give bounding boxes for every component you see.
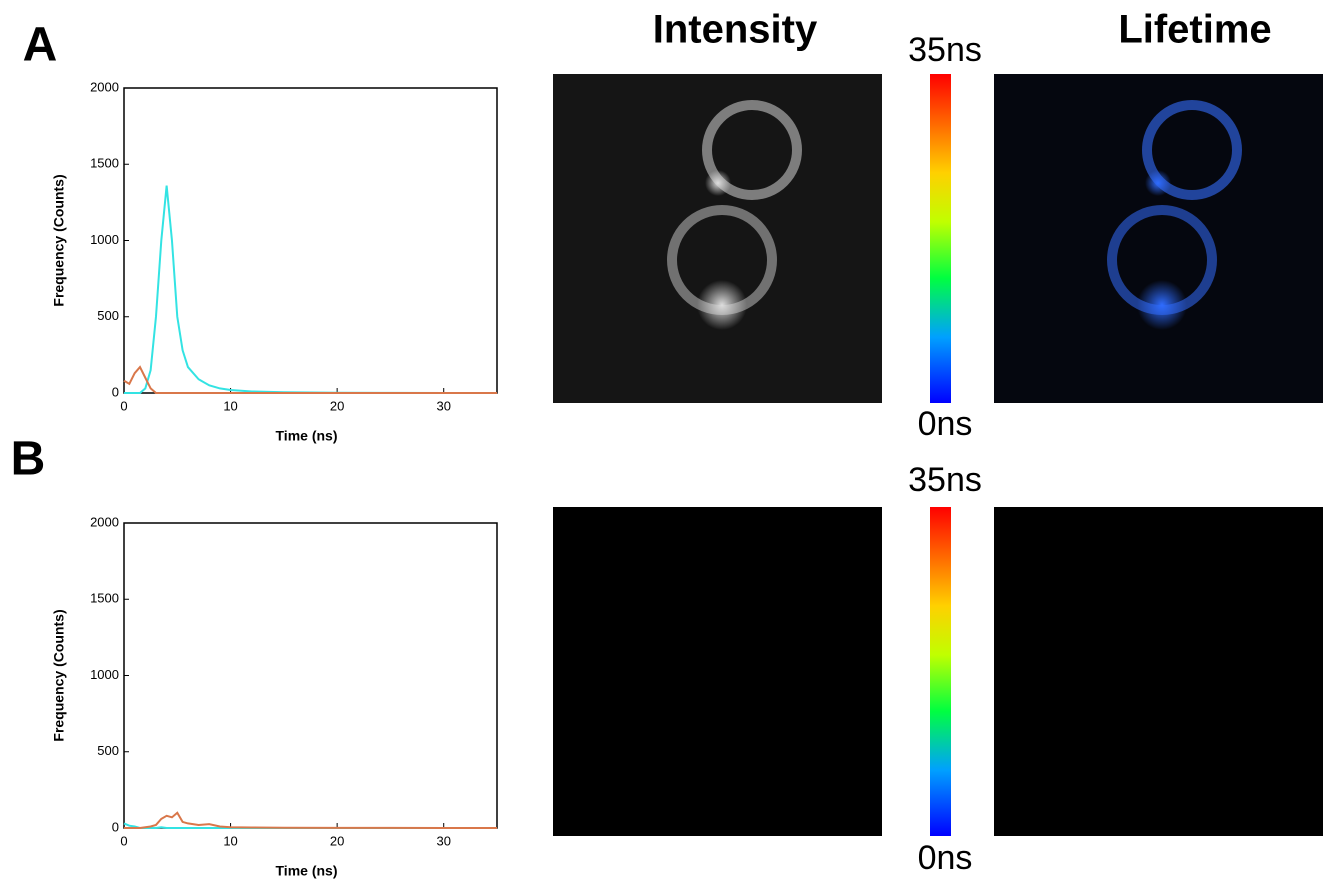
column-title: Lifetime bbox=[1118, 8, 1271, 52]
colorbar-min: 0ns bbox=[918, 405, 973, 443]
y-axis-label: Frequency (Counts) bbox=[51, 174, 67, 306]
y-tick-label: 2000 bbox=[90, 79, 119, 94]
y-tick-label: 1500 bbox=[90, 591, 119, 606]
y-tick-label: 1000 bbox=[90, 667, 119, 682]
x-tick-label: 0 bbox=[120, 833, 127, 848]
x-tick-label: 20 bbox=[330, 833, 344, 848]
colorbar bbox=[930, 74, 951, 403]
y-tick-label: 2000 bbox=[90, 514, 119, 529]
intensity-image bbox=[553, 507, 882, 836]
lifetime-image bbox=[994, 507, 1323, 836]
cell-lifetime bbox=[1107, 100, 1242, 330]
cell-intensity bbox=[667, 100, 802, 330]
colorbar-max: 35ns bbox=[908, 461, 982, 499]
y-tick-label: 0 bbox=[112, 384, 119, 399]
data-line bbox=[124, 811, 497, 829]
y-tick-label: 0 bbox=[112, 819, 119, 834]
data-line bbox=[123, 365, 497, 394]
x-tick-label: 20 bbox=[330, 398, 344, 413]
y-tick-label: 1500 bbox=[90, 156, 119, 171]
panel-label: B bbox=[11, 433, 46, 486]
colorbar-min: 0ns bbox=[918, 839, 973, 877]
x-tick-label: 10 bbox=[223, 833, 237, 848]
panel-label: A bbox=[23, 19, 58, 72]
plot-frame bbox=[123, 522, 498, 829]
y-tick-label: 500 bbox=[97, 743, 119, 758]
x-tick-label: 30 bbox=[436, 398, 450, 413]
x-tick-label: 30 bbox=[436, 833, 450, 848]
y-axis-label: Frequency (Counts) bbox=[51, 609, 67, 741]
column-title: Intensity bbox=[653, 8, 818, 52]
x-tick-label: 10 bbox=[223, 398, 237, 413]
y-tick-label: 500 bbox=[97, 308, 119, 323]
colorbar-max: 35ns bbox=[908, 31, 982, 69]
colorbar bbox=[930, 507, 951, 836]
x-axis-label: Time (ns) bbox=[276, 428, 338, 444]
x-axis-label: Time (ns) bbox=[276, 863, 338, 879]
lifetime-image bbox=[994, 74, 1323, 403]
plot-frame bbox=[123, 87, 498, 394]
y-tick-label: 1000 bbox=[90, 232, 119, 247]
x-tick-label: 0 bbox=[120, 398, 127, 413]
data-line bbox=[124, 185, 497, 394]
